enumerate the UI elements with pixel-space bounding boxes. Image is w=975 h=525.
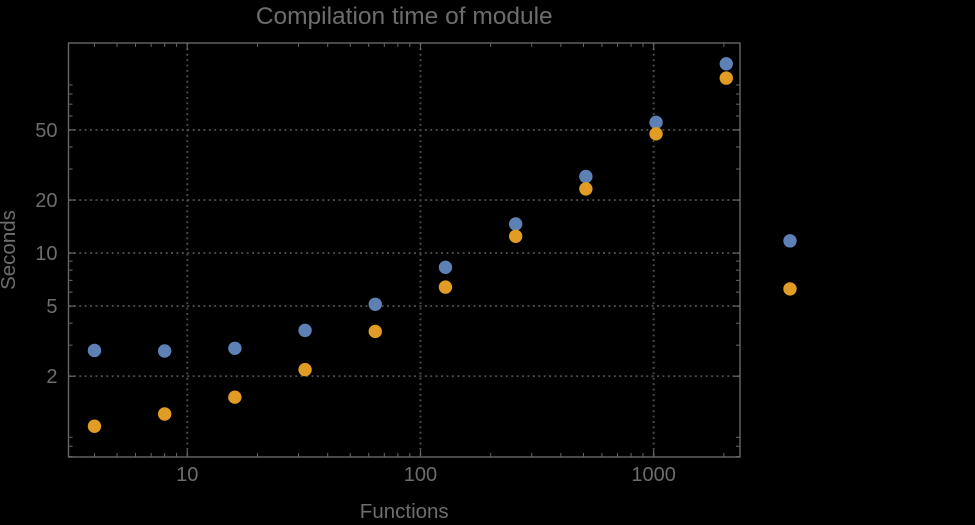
svg-text:5: 5 xyxy=(46,296,57,318)
svg-text:1000: 1000 xyxy=(631,464,676,486)
svg-text:20: 20 xyxy=(35,190,57,212)
svg-text:Seconds: Seconds xyxy=(0,210,20,290)
svg-text:10: 10 xyxy=(35,243,57,265)
svg-text:Functions: Functions xyxy=(360,500,449,523)
svg-text:100: 100 xyxy=(404,464,437,486)
svg-text:Compilation time of module: Compilation time of module xyxy=(256,3,553,30)
svg-text:10: 10 xyxy=(176,464,198,486)
svg-text:50: 50 xyxy=(35,120,57,142)
svg-text:2: 2 xyxy=(46,366,57,388)
